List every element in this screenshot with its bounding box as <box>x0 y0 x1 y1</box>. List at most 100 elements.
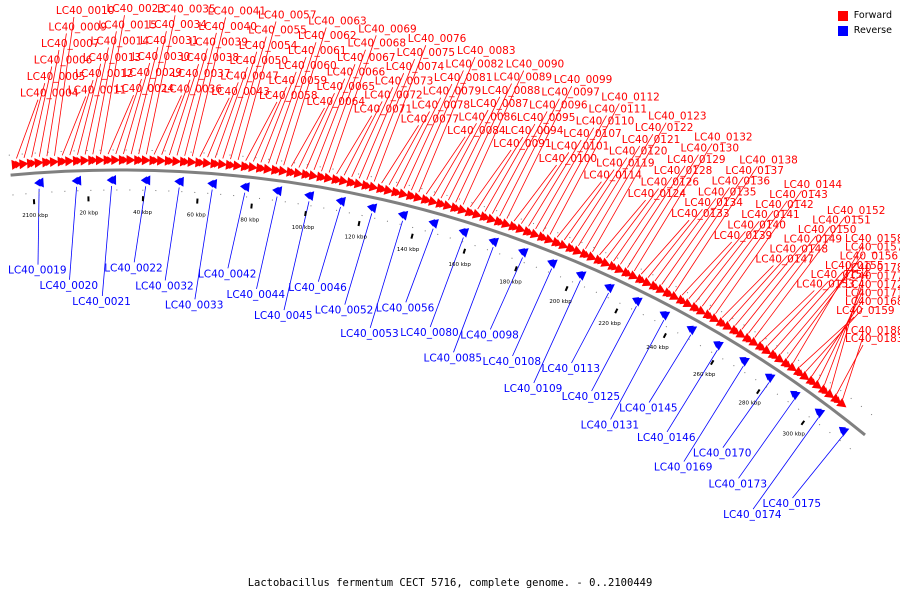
forward-gene-feature <box>679 297 687 305</box>
forward-gene-feature <box>183 157 190 166</box>
reverse-label-connector <box>37 188 40 265</box>
forward-gene-feature <box>719 319 727 327</box>
scale-tick <box>250 203 253 209</box>
forward-gene-label: LC40_0069 <box>358 23 417 35</box>
forward-label-connector <box>748 226 831 334</box>
forward-label-connector <box>230 36 267 160</box>
reverse-label-connector <box>792 435 844 499</box>
forward-gene-label: LC40_0072 <box>364 89 423 101</box>
legend-item-forward: Forward <box>837 8 892 23</box>
forward-gene-label: LC40_0058 <box>259 90 318 102</box>
reverse-gene-label: LC40_0174 <box>723 509 782 521</box>
reverse-label-connector <box>227 192 246 269</box>
forward-gene-feature <box>783 360 792 368</box>
forward-gene-feature <box>350 178 357 187</box>
forward-gene-feature <box>786 362 797 372</box>
backbone-arc <box>10 168 866 437</box>
forward-gene-feature <box>706 312 714 319</box>
forward-label-connector <box>506 85 573 219</box>
forward-gene-feature <box>278 165 289 176</box>
forward-label-connector <box>824 282 864 386</box>
forward-gene-feature <box>732 327 740 335</box>
reverse-gene-label: LC40_0125 <box>562 391 621 403</box>
forward-label-connector <box>542 115 607 232</box>
forward-gene-label: LC40_0029 <box>124 67 183 79</box>
forward-label-connector <box>477 136 524 210</box>
forward-gene-feature <box>383 184 394 195</box>
forward-gene-feature <box>695 305 707 315</box>
forward-label-connector <box>130 47 159 155</box>
forward-gene-feature <box>761 345 772 355</box>
forward-label-connector <box>563 169 615 241</box>
reverse-label-connector <box>194 189 213 300</box>
forward-gene-feature <box>293 167 304 178</box>
forward-label-connector <box>169 63 199 156</box>
forward-gene-feature <box>95 155 105 166</box>
forward-label-connector <box>146 15 176 155</box>
forward-label-connector <box>817 290 864 381</box>
forward-gene-label: LC40_0071 <box>354 104 413 116</box>
forward-gene-feature <box>833 396 841 404</box>
forward-label-connector <box>470 149 512 208</box>
forward-gene-feature <box>428 196 438 206</box>
reverse-label-connector <box>738 399 795 479</box>
forward-gene-label: LC40_0009 <box>48 21 107 33</box>
forward-gene-feature <box>735 328 746 338</box>
tick-label: 2100 kbp <box>22 213 48 219</box>
forward-gene-label: LC40_0064 <box>307 96 366 108</box>
forward-gene-label: LC40_0089 <box>494 72 553 84</box>
forward-gene-label: LC40_0155 <box>825 260 884 272</box>
gene-labels: LC40_0004LC40_0005LC40_0006LC40_0007LC40… <box>8 3 900 521</box>
forward-gene-feature <box>774 353 785 363</box>
forward-gene-feature <box>157 155 167 166</box>
forward-gene-label: LC40_0112 <box>601 92 660 104</box>
forward-label-connector <box>654 198 717 282</box>
forward-label-connector <box>484 123 536 212</box>
tick-label: 260 kbp <box>693 372 716 378</box>
forward-label-connector <box>38 49 60 157</box>
forward-gene-feature <box>289 168 297 177</box>
forward-gene-feature <box>153 156 160 165</box>
forward-label-connector <box>513 164 557 222</box>
forward-gene-label: LC40_0183 <box>845 333 900 345</box>
forward-label-connector <box>100 15 125 155</box>
reverse-gene-feature <box>739 357 747 364</box>
forward-label-connector <box>77 63 102 155</box>
reverse-gene-feature <box>814 408 822 416</box>
forward-gene-label: LC40_0120 <box>609 146 668 158</box>
forward-label-connector <box>681 241 732 296</box>
reverse-label-connector <box>405 228 434 303</box>
reverse-gene-feature <box>106 176 113 184</box>
forward-label-connector <box>556 181 602 238</box>
forward-gene-label: LC40_0101 <box>551 140 610 152</box>
forward-gene-label: LC40_0073 <box>375 75 434 87</box>
forward-gene-label: LC40_0005 <box>27 71 86 83</box>
forward-gene-label: LC40_0086 <box>459 111 518 123</box>
forward-gene-feature <box>572 245 583 255</box>
forward-gene-label: LC40_0014 <box>91 36 150 48</box>
forward-gene-label: LC40_0066 <box>327 67 386 79</box>
tick-label: 120 kbp <box>345 235 368 241</box>
forward-gene-feature <box>233 160 243 171</box>
forward-gene-label: LC40_0091 <box>493 138 552 150</box>
reverse-gene-label: LC40_0098 <box>460 330 519 342</box>
reverse-gene-label: LC40_0042 <box>198 268 257 280</box>
reverse-label-connector <box>344 213 373 305</box>
forward-gene-label: LC40_0083 <box>457 45 516 57</box>
forward-gene-feature <box>91 156 98 165</box>
forward-gene-feature <box>442 200 453 210</box>
forward-gene-label: LC40_0004 <box>20 88 79 100</box>
forward-gene-feature <box>600 257 611 267</box>
forward-gene-label: LC40_0074 <box>386 61 445 73</box>
tick-label: 100 kbp <box>292 225 315 231</box>
scale-tick <box>462 248 467 254</box>
forward-label-connector <box>462 70 525 205</box>
forward-label-connector <box>396 97 442 187</box>
forward-gene-feature <box>61 157 68 166</box>
forward-label-connector <box>283 27 327 166</box>
forward-gene-label: LC40_0137 <box>725 165 784 177</box>
reverse-gene-feature <box>632 297 640 305</box>
forward-gene-label: LC40_0084 <box>447 125 506 137</box>
forward-gene-label: LC40_0140 <box>727 220 786 232</box>
forward-gene-feature <box>500 218 512 228</box>
